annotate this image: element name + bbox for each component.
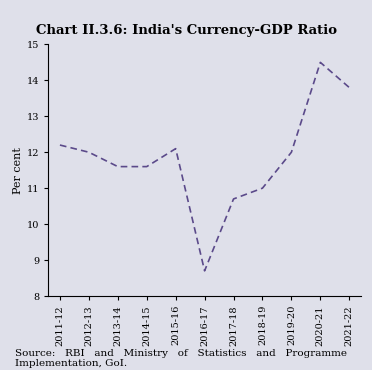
Y-axis label: Per cent: Per cent xyxy=(13,147,23,194)
Text: Source:   RBI   and   Ministry   of   Statistics   and   Programme
Implementatio: Source: RBI and Ministry of Statistics a… xyxy=(15,349,347,368)
Text: Chart II.3.6: India's Currency-GDP Ratio: Chart II.3.6: India's Currency-GDP Ratio xyxy=(35,24,337,37)
